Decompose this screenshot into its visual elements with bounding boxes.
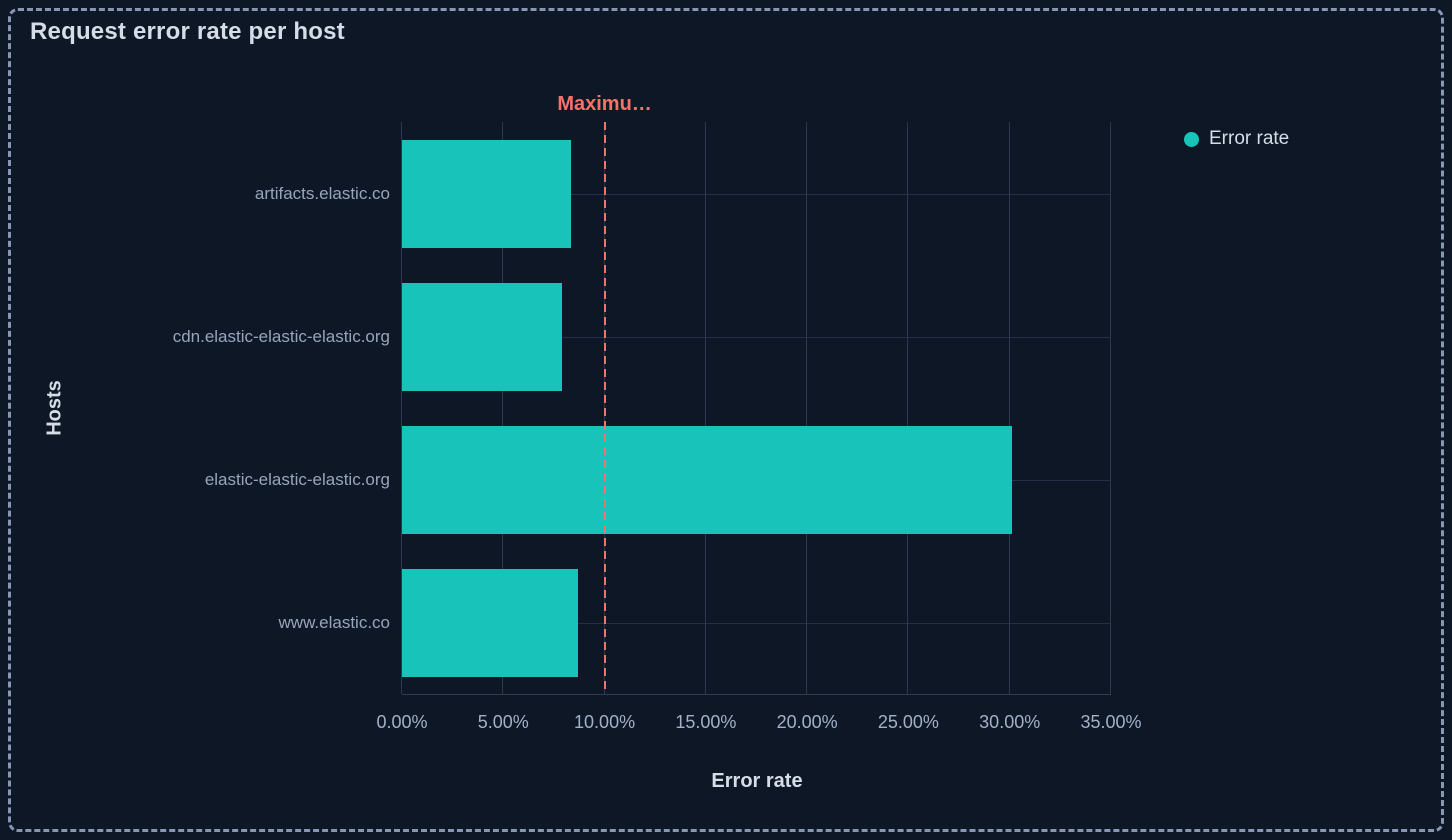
gridline-vertical [1008, 122, 1010, 694]
bar-elastic-elastic-elastic.org[interactable] [402, 425, 1012, 534]
bar-artifacts.elastic.co[interactable] [402, 139, 572, 248]
gridline-vertical [401, 122, 402, 694]
x-axis-label: 5.00% [477, 712, 529, 732]
y-axis-label: www.elastic.co [278, 612, 390, 632]
gridline-horizontal [402, 336, 1111, 338]
gridline-horizontal [402, 622, 1111, 624]
x-axis-label: 30.00% [979, 712, 1041, 732]
y-axis-title: Hosts [43, 380, 66, 436]
legend-series-label: Error rate [1209, 128, 1290, 149]
x-axis-label: 0.00% [376, 712, 428, 732]
y-axis-label: cdn.elastic-elastic-elastic.org [172, 326, 390, 346]
gridline-vertical [502, 122, 504, 694]
gridline-horizontal [402, 193, 1111, 195]
panel-title: Request error rate per host [30, 18, 345, 45]
x-axis-label: 15.00% [675, 712, 737, 732]
x-axis-label: 25.00% [877, 712, 939, 732]
x-axis-label: 20.00% [776, 712, 838, 732]
x-axis-label: 35.00% [1080, 712, 1142, 732]
gridline-vertical [907, 122, 909, 694]
bar-www.elastic.co[interactable] [402, 568, 579, 677]
legend-series-dot-icon [1184, 131, 1199, 147]
gridline-vertical [806, 122, 808, 694]
x-axis-line [402, 694, 1111, 695]
x-axis-label: 10.00% [574, 712, 636, 732]
annotation-threshold-line [603, 122, 606, 694]
y-axis-label: elastic-elastic-elastic.org [204, 469, 390, 489]
annotation-label: Maximu… [557, 93, 652, 115]
legend-item-error-rate[interactable]: Error rate [1184, 128, 1289, 150]
gridline-vertical [704, 122, 706, 694]
bar-cdn.elastic-elastic-elastic.org[interactable] [402, 282, 563, 391]
x-axis-title: Error rate [711, 770, 803, 792]
y-axis-label: artifacts.elastic.co [254, 183, 390, 203]
gridline-vertical [1110, 122, 1111, 694]
plot-area [401, 122, 1111, 695]
